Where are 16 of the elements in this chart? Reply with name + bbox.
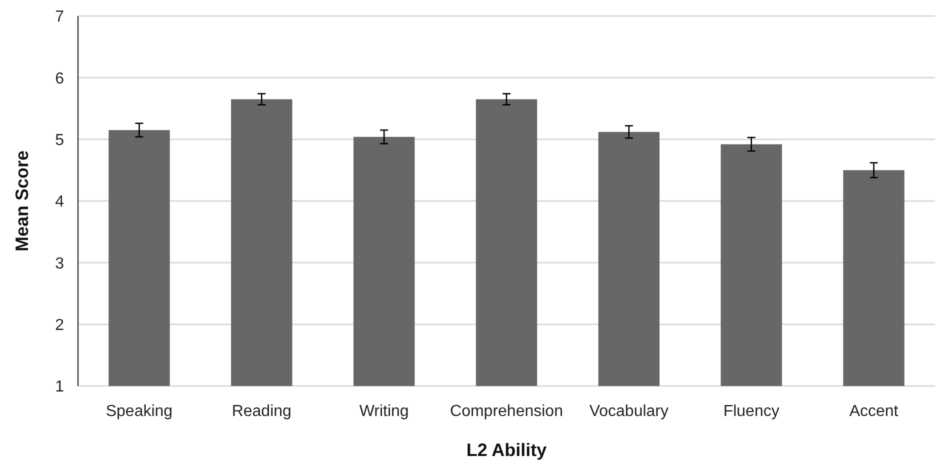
y-tick-label: 7 <box>55 8 64 26</box>
x-tick-label: Vocabulary <box>589 403 669 420</box>
x-axis-title: L2 Ability <box>466 440 547 460</box>
x-tick-label: Comprehension <box>450 403 563 420</box>
y-tick-label: 6 <box>55 70 64 88</box>
y-axis-title: Mean Score <box>12 150 32 252</box>
y-tick-label: 5 <box>55 132 64 149</box>
y-tick-label: 2 <box>55 316 64 334</box>
y-tick-label: 4 <box>55 194 64 211</box>
x-tick-label: Speaking <box>106 403 173 420</box>
x-tick-label: Writing <box>359 403 409 420</box>
x-tick-label: Reading <box>232 403 292 420</box>
y-tick-label: 1 <box>55 378 64 396</box>
x-tick-label: Accent <box>849 403 899 420</box>
x-tick-label: Fluency <box>723 403 780 420</box>
y-tick-label: 3 <box>55 255 64 272</box>
